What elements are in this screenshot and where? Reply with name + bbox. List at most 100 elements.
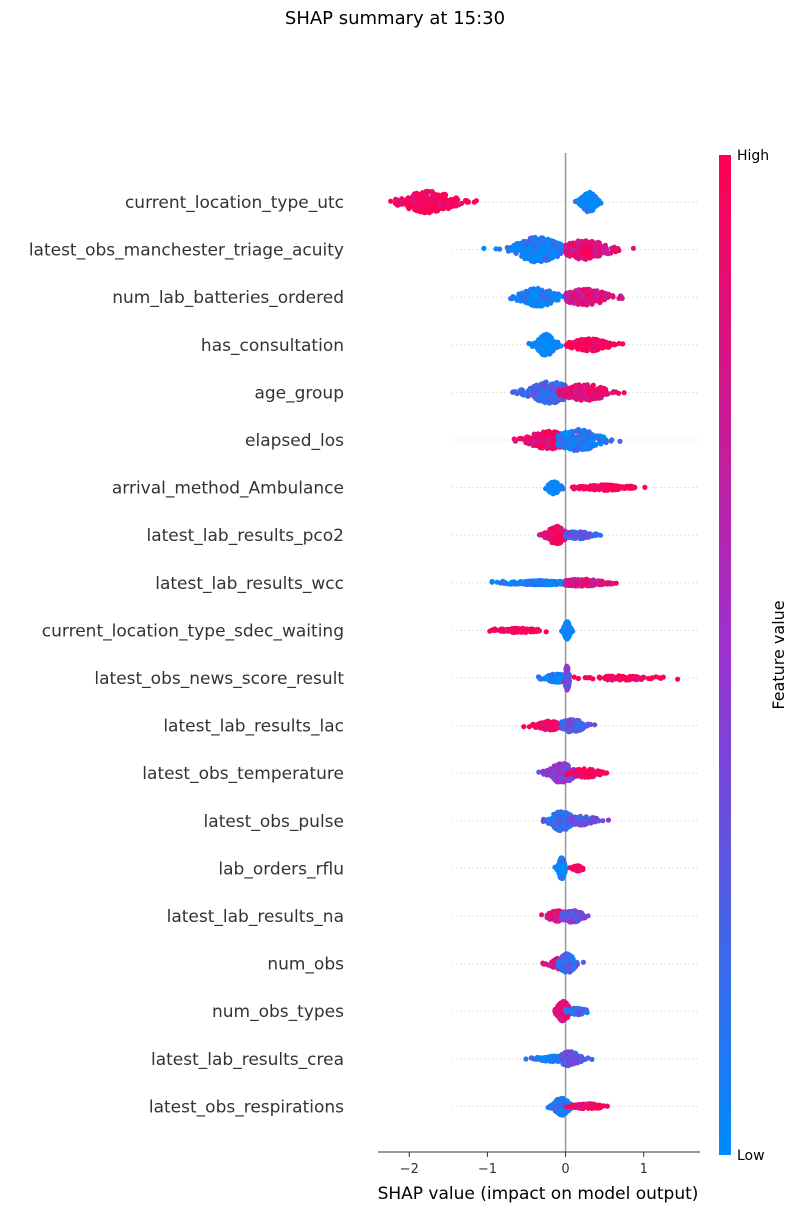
- shap-point: [586, 389, 592, 395]
- shap-point: [601, 297, 608, 303]
- shap-point: [566, 578, 572, 584]
- shap-point: [531, 256, 537, 262]
- shap-point: [560, 486, 566, 492]
- shap-point: [524, 434, 530, 440]
- shap-point: [537, 432, 543, 438]
- shap-point: [522, 254, 528, 260]
- shap-point: [527, 238, 533, 244]
- shap-point: [519, 627, 525, 634]
- shap-point: [571, 674, 577, 680]
- shap-point: [508, 296, 514, 302]
- shap-point: [550, 771, 556, 778]
- shap-point: [627, 676, 633, 683]
- shap-point: [566, 769, 572, 775]
- shap-point: [512, 438, 519, 444]
- shap-point: [509, 629, 515, 635]
- shap-point: [546, 720, 552, 726]
- shap-point: [585, 248, 591, 254]
- shap-point: [555, 240, 562, 246]
- shap-point: [582, 193, 588, 199]
- shap-point: [498, 580, 504, 586]
- shap-point: [582, 581, 588, 588]
- shap-point: [514, 297, 520, 303]
- chart-title: SHAP summary at 15:30: [285, 8, 505, 29]
- shap-point: [523, 627, 529, 634]
- shap-point: [601, 434, 607, 440]
- shap-point: [606, 291, 612, 298]
- shap-point: [520, 579, 526, 585]
- shap-point: [590, 341, 596, 347]
- shap-point: [441, 194, 447, 200]
- shap-point: [580, 384, 586, 390]
- shap-point: [534, 442, 540, 448]
- shap-point: [537, 438, 544, 444]
- shap-point: [541, 816, 547, 823]
- shap-point: [531, 391, 538, 397]
- shap-point: [587, 766, 593, 772]
- shap-point: [591, 348, 597, 354]
- shap-point: [554, 678, 561, 684]
- shap-point: [592, 487, 598, 493]
- shap-point: [523, 288, 529, 294]
- shap-point: [591, 251, 597, 257]
- shap-point: [540, 725, 546, 731]
- shap-point: [505, 248, 512, 254]
- shap-point: [572, 253, 578, 259]
- shap-point: [558, 343, 564, 349]
- shap-point: [594, 292, 600, 298]
- shap-point: [556, 816, 562, 822]
- shap-point: [540, 290, 546, 296]
- shap-point: [525, 387, 532, 394]
- shap-point: [571, 242, 577, 248]
- shap-point: [536, 769, 542, 775]
- shap-point: [568, 532, 574, 538]
- shap-point: [611, 389, 617, 395]
- shap-point: [566, 633, 572, 639]
- shap-point: [526, 340, 532, 347]
- shap-point: [549, 726, 555, 733]
- shap-point: [572, 485, 578, 491]
- shap-point: [553, 539, 559, 545]
- shap-point: [595, 578, 601, 584]
- shap-point: [613, 580, 619, 586]
- shap-point: [578, 438, 584, 444]
- shap-point: [545, 396, 551, 403]
- shap-point: [600, 340, 606, 346]
- shap-point: [551, 241, 557, 248]
- shap-point: [581, 288, 587, 294]
- shap-point: [596, 487, 602, 493]
- shap-point: [609, 245, 615, 251]
- shap-point: [542, 255, 549, 261]
- shap-point: [546, 443, 553, 449]
- shap-point: [589, 583, 595, 589]
- shap-point: [531, 581, 537, 588]
- shap-point: [582, 529, 588, 536]
- shap-point: [548, 385, 554, 392]
- shap-point: [535, 240, 541, 246]
- shap-point: [617, 293, 624, 299]
- shap-point: [456, 202, 462, 208]
- shap-point: [582, 341, 588, 347]
- shap-point: [537, 337, 543, 343]
- shap-point: [590, 441, 596, 447]
- shap-point: [536, 532, 543, 538]
- row-gridlines: [452, 201, 700, 1107]
- shap-point: [553, 297, 559, 303]
- shap-point: [535, 244, 542, 250]
- shap-point: [540, 580, 546, 586]
- shap-point: [532, 438, 538, 444]
- shap-point: [526, 724, 532, 730]
- shap-point: [545, 237, 551, 243]
- shap-point: [464, 198, 470, 204]
- shap-point: [604, 674, 611, 680]
- shap-point: [645, 675, 652, 682]
- shap-point: [566, 339, 572, 345]
- shap-point: [609, 581, 615, 587]
- shap-point: [553, 778, 560, 784]
- shap-point: [571, 440, 577, 446]
- shap-point: [592, 203, 599, 209]
- shap-point: [579, 250, 585, 256]
- shap-point: [554, 523, 560, 530]
- shap-point: [545, 243, 551, 249]
- shap-point: [581, 347, 587, 353]
